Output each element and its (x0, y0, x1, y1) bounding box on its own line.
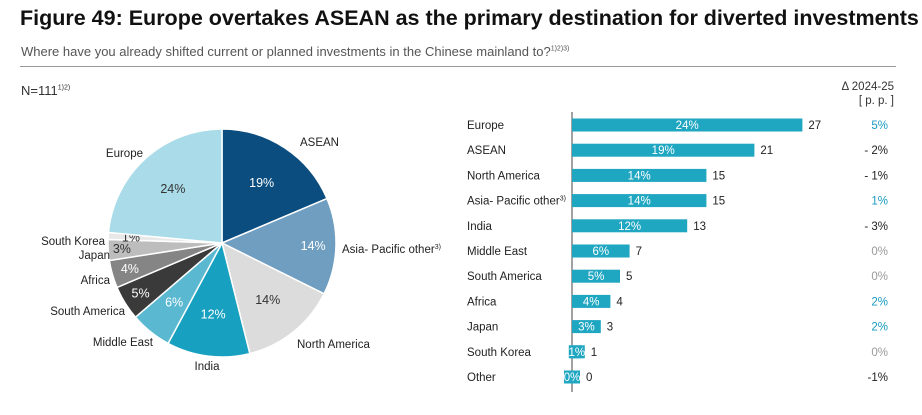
pie-pct-label-north-america: 14% (255, 293, 280, 307)
bar-count-label-africa: 4 (616, 296, 623, 308)
bar-south-america (572, 269, 620, 283)
pie-category-label-south-korea: South Korea (41, 236, 106, 248)
pie-category-label-asean: ASEAN (300, 137, 339, 149)
delta-label-south-korea: 0% (871, 347, 888, 359)
pie-category-label-japan: Japan (79, 250, 110, 262)
bar-north-america (572, 168, 707, 182)
pie-pct-label-south-america: 5% (132, 286, 150, 300)
bar-pct-label-south-america: 5% (588, 271, 605, 283)
bar-category-label-india: India (467, 221, 493, 233)
pie-slice-india (167, 240, 251, 358)
pie-pct-label-europe: 24% (160, 182, 185, 196)
bar-category-label-asia-pacific-other: Asia- Pacific other3) (467, 196, 566, 208)
bar-count-label-asia-pacific-other: 15 (712, 196, 725, 208)
pie-category-label-south-america: South America (50, 306, 125, 318)
bar-pct-label-asean: 19% (652, 145, 675, 157)
bar-category-label-south-korea: South Korea (467, 347, 532, 359)
delta-label-asia-pacific-other: 1% (871, 196, 888, 208)
pie-category-label-europe: Europe (106, 148, 143, 160)
pie-category-label-africa: Africa (81, 275, 111, 287)
bar-pct-label-europe: 24% (676, 120, 699, 132)
bar-label-bg-south-korea (568, 345, 585, 359)
delta-label-india: - 3% (864, 221, 888, 233)
bar-pct-label-asia-pacific-other: 14% (628, 196, 651, 208)
bar-category-footnote-asia-pacific-other: 3) (560, 196, 566, 203)
bar-india (572, 219, 688, 233)
bar-count-label-other: 0 (586, 372, 592, 384)
delta-label-south-america: 0% (871, 271, 888, 283)
pie-pct-label-asia-pacific-other: 14% (301, 239, 326, 253)
pie-slice-europe (107, 128, 223, 244)
bar-africa (572, 294, 611, 308)
pie-category-footnote-asia-pacific-other: 3) (435, 244, 441, 251)
pie-pct-label-india: 12% (201, 307, 226, 321)
bar-label-bg-other (564, 370, 580, 384)
bar-category-label-middle-east: Middle East (467, 246, 528, 258)
delta-label-europe: 5% (871, 120, 888, 132)
bar-pct-label-north-america: 14% (628, 170, 651, 182)
sample-size-text: N=111 (21, 83, 58, 98)
sample-size-label: N=1111)2) (21, 83, 70, 98)
bar-count-label-middle-east: 7 (636, 246, 642, 258)
pie-category-label-asia-pacific-other: Asia- Pacific other3) (342, 244, 441, 256)
bar-pct-label-other: 0% (564, 372, 581, 384)
delta-label-middle-east: 0% (871, 246, 888, 258)
bar-category-label-europe: Europe (467, 120, 504, 132)
pie-pct-label-asean: 19% (249, 176, 274, 190)
bar-pct-label-africa: 4% (583, 296, 600, 308)
bar-asia-pacific-other (572, 194, 707, 208)
bar-count-label-south-america: 5 (626, 271, 632, 283)
delta-label-north-america: - 1% (864, 170, 888, 182)
bar-europe (572, 118, 803, 132)
delta-label-africa: 2% (871, 296, 888, 308)
page-title: Figure 49: Europe overtakes ASEAN as the… (20, 6, 919, 30)
chart-subtitle: Where have you already shifted current o… (21, 44, 569, 59)
bar-pct-label-japan: 3% (578, 322, 595, 334)
pie-slice-north-america (220, 241, 326, 355)
delta-label-other: -1% (868, 372, 888, 384)
delta-label-asean: - 2% (864, 145, 888, 157)
bar-pct-label-south-korea: 1% (568, 347, 585, 359)
pie-slice-asia-pacific-other (220, 197, 337, 295)
bar-count-label-japan: 3 (607, 322, 613, 334)
delta-header-line2: [ p. p. ] (858, 95, 894, 107)
bar-category-label-japan: Japan (467, 322, 498, 334)
bar-category-label-africa: Africa (467, 296, 497, 308)
title-divider (20, 66, 896, 67)
bar-asean (572, 143, 755, 157)
bar-count-label-asean: 21 (760, 145, 773, 157)
subtitle-text: Where have you already shifted current o… (21, 44, 551, 59)
bar-category-label-south-america: South America (467, 271, 542, 283)
pie-category-label-india: India (195, 361, 221, 373)
bar-japan (572, 320, 601, 334)
bar-count-label-south-korea: 1 (591, 347, 597, 359)
delta-label-japan: 2% (871, 322, 888, 334)
bar-pct-label-middle-east: 6% (592, 246, 609, 258)
pie-category-label-north-america: North America (297, 339, 370, 351)
bar-count-label-europe: 27 (808, 120, 821, 132)
pie-pct-label-middle-east: 6% (165, 296, 183, 310)
sample-size-footnote: 1)2) (57, 84, 71, 92)
subtitle-footnote: 1)2)3) (550, 45, 570, 53)
pie-pct-label-africa: 4% (121, 262, 139, 276)
delta-header-line1: Δ 2024-25 (841, 81, 894, 93)
pie-slice-asean (221, 128, 328, 245)
bar-count-label-north-america: 15 (712, 170, 725, 182)
pie-category-label-middle-east: Middle East (93, 337, 154, 349)
bar-count-label-india: 13 (693, 221, 706, 233)
bar-middle-east (572, 244, 630, 258)
pie-pct-label-japan: 3% (113, 242, 131, 256)
bar-category-label-asean: ASEAN (467, 145, 506, 157)
bar-category-label-other: Other (467, 372, 496, 384)
bar-category-label-north-america: North America (467, 170, 540, 182)
delta-header: Δ 2024-25 [ p. p. ] (814, 80, 894, 108)
bar-pct-label-india: 12% (618, 221, 641, 233)
